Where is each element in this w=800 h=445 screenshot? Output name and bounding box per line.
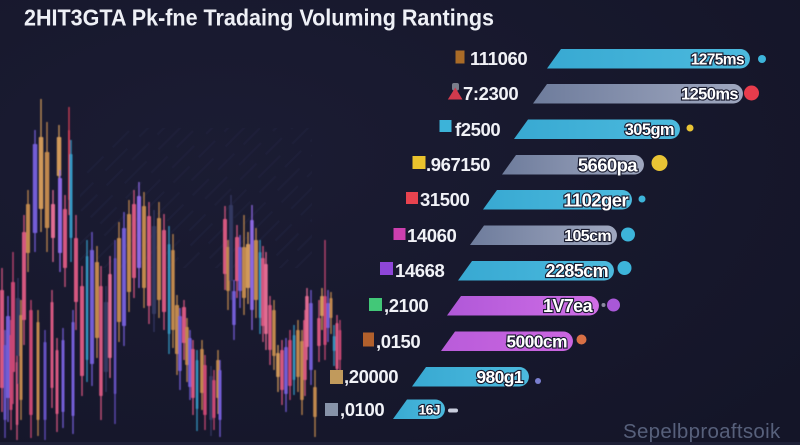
svg-text:1V7ea: 1V7ea (543, 296, 594, 316)
svg-text:14668: 14668 (395, 260, 445, 281)
svg-text:2285cm: 2285cm (546, 261, 608, 281)
svg-text:Sepelbproaftsoik: Sepelbproaftsoik (623, 420, 781, 443)
svg-text:f2500: f2500 (455, 119, 500, 140)
svg-text:31500: 31500 (420, 189, 470, 210)
svg-text:1102ger: 1102ger (563, 189, 628, 210)
svg-text:.967150: .967150 (426, 154, 490, 175)
svg-text:980g1: 980g1 (476, 367, 523, 387)
svg-text:5660pa: 5660pa (578, 154, 638, 175)
svg-text:1275ms: 1275ms (691, 51, 744, 68)
svg-text:,0150: ,0150 (376, 331, 420, 352)
svg-text:105cm: 105cm (564, 228, 611, 245)
svg-text:,0100: ,0100 (340, 399, 384, 420)
svg-text:5000cm: 5000cm (506, 332, 567, 352)
svg-text:14060: 14060 (407, 225, 457, 246)
svg-text:,20000: ,20000 (344, 366, 398, 387)
svg-text:16J: 16J (418, 401, 440, 417)
svg-text:7:2300: 7:2300 (463, 83, 518, 104)
svg-text:111060: 111060 (470, 48, 527, 69)
svg-text:,2100: ,2100 (384, 295, 428, 316)
svg-text:305gm: 305gm (625, 121, 674, 139)
svg-text:1250ms: 1250ms (681, 86, 738, 104)
svg-text:2HIT3GTA Pk-fne Tradaing Volum: 2HIT3GTA Pk-fne Tradaing Voluming Rantin… (24, 5, 494, 31)
